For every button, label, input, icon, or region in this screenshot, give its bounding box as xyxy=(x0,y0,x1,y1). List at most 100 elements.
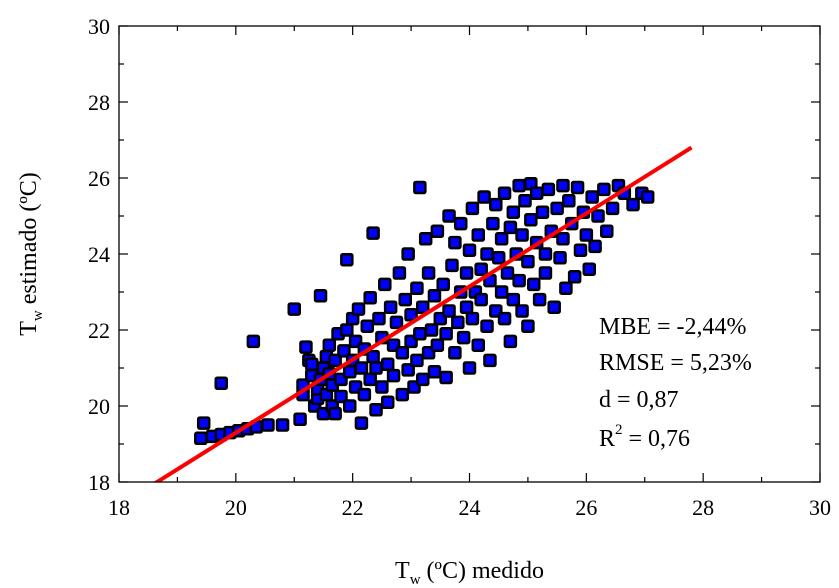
data-point xyxy=(582,262,597,276)
data-point xyxy=(532,292,547,307)
data-point xyxy=(497,311,512,326)
data-point xyxy=(369,361,383,375)
data-point xyxy=(342,399,357,413)
data-point xyxy=(553,251,567,265)
data-point xyxy=(489,197,503,212)
stat-d: d = 0,87 xyxy=(599,387,679,413)
data-point xyxy=(342,365,357,379)
data-point xyxy=(605,201,620,216)
data-point xyxy=(483,353,497,368)
data-point xyxy=(524,213,538,227)
data-point xyxy=(442,304,456,318)
data-point xyxy=(474,262,488,276)
stats-box: MBE = -2,44% RMSE = 5,23% d = 0,87 R2 = … xyxy=(599,314,752,452)
data-point xyxy=(401,363,415,377)
y-tick-label: 30 xyxy=(88,14,110,39)
data-point xyxy=(459,266,474,280)
data-point xyxy=(448,235,462,250)
data-point xyxy=(480,247,494,261)
data-point xyxy=(477,190,491,204)
data-point xyxy=(529,186,544,200)
data-point xyxy=(451,315,465,330)
data-point xyxy=(465,201,480,216)
data-point xyxy=(357,387,372,402)
x-axis-label: Tw (ºC) medido xyxy=(395,558,544,588)
data-point xyxy=(541,182,556,197)
y-axis-label: Tw estimado (ºC) xyxy=(16,172,46,336)
data-point xyxy=(465,311,480,326)
data-point xyxy=(410,281,424,295)
data-point xyxy=(515,228,529,242)
data-point xyxy=(413,327,427,341)
data-point xyxy=(261,418,275,432)
data-point xyxy=(386,368,401,383)
axis-ticks xyxy=(118,25,821,483)
data-point xyxy=(369,403,383,417)
data-point xyxy=(600,224,614,238)
data-point xyxy=(401,247,415,261)
x-tick-label: 28 xyxy=(692,495,714,520)
data-point xyxy=(363,290,377,305)
data-point xyxy=(416,372,430,387)
data-point xyxy=(378,277,392,292)
data-point xyxy=(535,205,550,219)
data-point xyxy=(340,252,354,267)
data-point xyxy=(591,209,605,223)
data-point xyxy=(597,182,611,197)
data-point xyxy=(418,232,433,246)
data-point xyxy=(372,311,386,326)
data-point xyxy=(363,372,377,387)
data-point xyxy=(456,330,471,345)
data-point xyxy=(328,353,342,368)
data-point xyxy=(398,292,412,307)
data-points xyxy=(194,176,655,446)
y-tick-label: 18 xyxy=(88,470,110,495)
stat-rmse: RMSE = 5,23% xyxy=(599,350,752,376)
data-point xyxy=(340,323,354,337)
x-tick-label: 24 xyxy=(459,495,481,520)
data-point xyxy=(389,315,404,330)
data-point xyxy=(313,289,328,303)
x-tick-labels: 18 20 22 24 26 28 30 xyxy=(108,495,831,520)
data-point xyxy=(439,370,453,385)
data-point xyxy=(547,300,561,314)
data-point xyxy=(395,387,410,402)
data-point xyxy=(354,361,369,375)
data-point xyxy=(512,178,526,193)
data-point xyxy=(275,418,290,432)
data-point xyxy=(506,292,521,307)
data-point xyxy=(366,226,380,240)
stat-r2: R2 = 0,76 xyxy=(599,422,690,452)
data-point xyxy=(491,251,506,265)
data-point xyxy=(293,412,307,427)
data-point xyxy=(494,232,509,246)
data-point xyxy=(246,334,261,349)
data-point xyxy=(486,216,500,231)
data-point xyxy=(585,190,599,204)
data-point xyxy=(380,395,395,409)
data-point xyxy=(427,365,442,379)
data-point xyxy=(427,289,442,303)
data-point xyxy=(462,361,477,375)
y-tick-label: 24 xyxy=(88,242,110,267)
data-point xyxy=(392,266,407,280)
data-point xyxy=(453,216,468,231)
data-point xyxy=(562,194,576,208)
data-point xyxy=(413,180,427,195)
data-point xyxy=(512,273,526,288)
x-tick-label: 22 xyxy=(342,495,364,520)
data-point xyxy=(375,380,389,394)
data-point xyxy=(360,319,375,333)
data-point xyxy=(515,304,529,318)
data-point xyxy=(421,266,436,280)
data-point xyxy=(570,180,585,195)
data-point xyxy=(430,224,445,238)
data-point xyxy=(366,349,380,364)
data-point xyxy=(299,340,313,354)
data-point xyxy=(448,346,462,360)
y-tick-label: 20 xyxy=(88,394,110,419)
data-point xyxy=(430,338,445,352)
data-point xyxy=(579,228,594,242)
x-tick-label: 30 xyxy=(809,495,831,520)
regression-line xyxy=(153,145,693,482)
